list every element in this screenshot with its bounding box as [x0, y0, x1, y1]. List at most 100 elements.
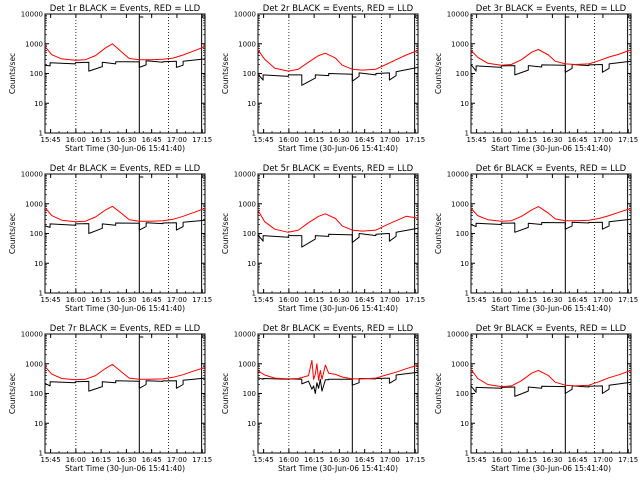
x-tick-label: 16:45 [568, 136, 588, 144]
y-tick-label: 10 [460, 100, 469, 108]
y-axis-label: Counts/sec [221, 213, 230, 254]
y-tick-label: 1000 [451, 360, 469, 368]
chart-panel-6: Det 6r BLACK = Events, RED = LLD 1 10 100 10… [434, 164, 638, 313]
x-tick-label: 17:00 [593, 136, 613, 144]
x-tick-label: 16:00 [279, 296, 299, 304]
plot-frame [470, 173, 632, 294]
plot-frame [470, 333, 632, 454]
y-axis-label: Counts/sec [8, 213, 17, 254]
chart-title: Det 8r BLACK = Events, RED = LLD [263, 324, 414, 334]
x-tick-label: 16:00 [492, 136, 512, 144]
y-tick-label: 100 [456, 230, 469, 238]
series-events-line [470, 60, 632, 76]
x-tick-label: 16:15 [304, 296, 324, 304]
x-tick-label: 17:00 [593, 296, 613, 304]
y-axis-label: Counts/sec [221, 373, 230, 414]
y-axis-label: Counts/sec [221, 53, 230, 94]
y-tick-label: 1000 [25, 40, 43, 48]
x-tick-label: 16:00 [66, 296, 86, 304]
y-tick-label: 10 [460, 420, 469, 428]
y-tick-label: 10000 [21, 171, 43, 179]
series-events-line [257, 371, 419, 394]
x-tick-label: 16:45 [355, 296, 375, 304]
x-tick-label: 17:15 [192, 296, 212, 304]
x-tick-label: 16:00 [66, 456, 86, 464]
y-tick-label: 1000 [25, 360, 43, 368]
x-tick-label: 16:15 [304, 456, 324, 464]
x-tick-label: 17:00 [380, 456, 400, 464]
x-tick-label: 16:30 [116, 136, 136, 144]
chart-panel-2: Det 2r BLACK = Events, RED = LLD 1 10 100 10… [221, 4, 425, 153]
x-axis-label: Start Time (30-Jun-06 15:41:40) [278, 144, 398, 153]
series-lld-line [257, 210, 419, 233]
y-tick-label: 1 [465, 450, 469, 458]
x-tick-label: 15:45 [254, 296, 274, 304]
series-lld-line [470, 369, 632, 388]
chart-title: Det 6r BLACK = Events, RED = LLD [476, 164, 627, 174]
x-tick-label: 15:45 [467, 456, 487, 464]
x-tick-label: 17:15 [618, 456, 638, 464]
chart-title: Det 7r BLACK = Events, RED = LLD [50, 324, 201, 334]
chart-panel-9: Det 9r BLACK = Events, RED = LLD 1 10 100 10… [434, 324, 638, 473]
y-tick-label: 1 [39, 130, 43, 138]
x-axis-label: Start Time (30-Jun-06 15:41:40) [65, 304, 185, 313]
x-tick-label: 16:15 [304, 136, 324, 144]
plot-frame [44, 173, 206, 294]
chart-panel-1: Det 1r BLACK = Events, RED = LLD 1 10 100 10… [8, 4, 212, 153]
series-events-line [44, 58, 206, 72]
chart-panel-7: Det 7r BLACK = Events, RED = LLD 1 10 100 10… [8, 324, 212, 473]
x-tick-label: 17:15 [192, 456, 212, 464]
y-tick-label: 10000 [447, 331, 469, 339]
x-tick-label: 16:00 [66, 136, 86, 144]
x-tick-label: 15:45 [41, 296, 61, 304]
series-lld-line [44, 43, 206, 61]
series-lld-line [257, 49, 419, 72]
x-tick-label: 16:45 [142, 296, 162, 304]
x-tick-label: 16:45 [142, 456, 162, 464]
y-tick-label: 1000 [238, 200, 256, 208]
y-tick-label: 100 [243, 70, 256, 78]
y-tick-label: 10 [247, 100, 256, 108]
y-tick-label: 100 [30, 70, 43, 78]
y-axis-label: Counts/sec [434, 213, 443, 254]
y-tick-label: 100 [30, 390, 43, 398]
y-tick-label: 1 [39, 290, 43, 298]
x-tick-label: 16:00 [492, 456, 512, 464]
x-tick-label: 17:00 [167, 136, 187, 144]
x-tick-label: 16:30 [542, 296, 562, 304]
x-axis-label: Start Time (30-Jun-06 15:41:40) [491, 144, 611, 153]
x-tick-label: 15:45 [467, 296, 487, 304]
series-events-line [470, 381, 632, 397]
y-tick-label: 1000 [451, 40, 469, 48]
x-axis-label: Start Time (30-Jun-06 15:41:40) [65, 464, 185, 473]
x-tick-label: 16:15 [517, 136, 537, 144]
x-tick-label: 16:15 [91, 136, 111, 144]
x-tick-label: 17:15 [192, 136, 212, 144]
y-tick-label: 100 [30, 230, 43, 238]
series-lld-line [44, 205, 206, 223]
x-tick-label: 16:00 [492, 296, 512, 304]
x-tick-label: 16:45 [355, 136, 375, 144]
y-tick-label: 10 [247, 260, 256, 268]
x-tick-label: 17:15 [405, 296, 425, 304]
x-tick-label: 16:30 [542, 456, 562, 464]
x-tick-label: 15:45 [254, 456, 274, 464]
x-tick-label: 16:15 [91, 296, 111, 304]
plot-frame [257, 173, 419, 294]
x-axis-label: Start Time (30-Jun-06 15:41:40) [491, 304, 611, 313]
x-tick-label: 17:00 [167, 296, 187, 304]
y-tick-label: 1 [39, 450, 43, 458]
y-tick-label: 1000 [238, 360, 256, 368]
y-tick-label: 10000 [21, 331, 43, 339]
x-tick-label: 16:15 [91, 456, 111, 464]
y-tick-label: 1 [465, 130, 469, 138]
y-tick-label: 1 [252, 450, 256, 458]
y-tick-label: 10 [34, 420, 43, 428]
series-lld-line [470, 49, 632, 66]
y-tick-label: 10000 [234, 11, 256, 19]
y-axis-label: Counts/sec [434, 373, 443, 414]
x-tick-label: 16:30 [116, 456, 136, 464]
y-tick-label: 10 [34, 100, 43, 108]
series-events-line [44, 219, 206, 234]
